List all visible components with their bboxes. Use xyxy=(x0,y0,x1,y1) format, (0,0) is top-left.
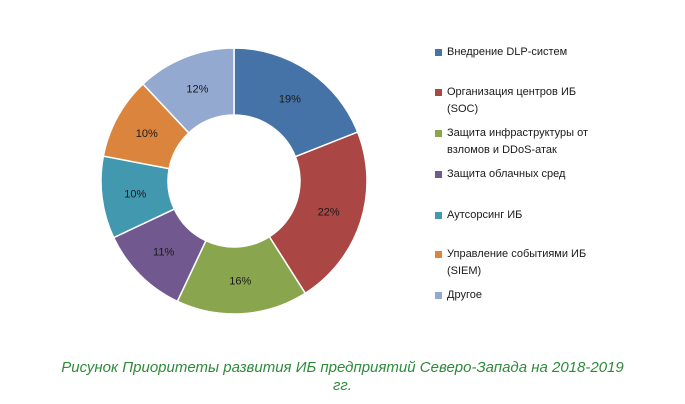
slice-label-outsourcing: 10% xyxy=(124,188,146,200)
legend-swatch-cloud xyxy=(435,171,442,178)
legend-item-ddos: Защита инфраструктуры от взломов и DDoS-… xyxy=(435,126,675,159)
slice-label-soc: 22% xyxy=(318,207,340,219)
slice-label-siem: 10% xyxy=(136,128,158,140)
slice-labels: 19% 22% 16% 11% 10% 10% 12% xyxy=(124,83,340,287)
legend-swatch-other xyxy=(435,292,442,299)
slice-label-dlp: 19% xyxy=(279,94,301,106)
donut-slices xyxy=(100,47,368,315)
figure-caption: Рисунок Приоритеты развития ИБ предприят… xyxy=(20,359,665,395)
legend-item-dlp: Внедрение DLP-систем xyxy=(435,45,675,61)
legend-swatch-dlp xyxy=(435,49,442,56)
legend-swatch-soc xyxy=(435,89,442,96)
legend-swatch-ddos xyxy=(435,130,442,137)
legend-label-siem: Управление событиями ИБ (SIEM) xyxy=(447,248,587,277)
legend-item-siem: Управление событиями ИБ (SIEM) xyxy=(435,247,675,280)
donut-chart: 19% 22% 16% 11% 10% 10% 12% xyxy=(100,47,368,315)
slice-label-other: 12% xyxy=(186,83,208,95)
legend-label-other: Другое xyxy=(447,289,482,301)
legend-item-other: Другое xyxy=(435,288,675,304)
legend-item-cloud: Защита облачных сред xyxy=(435,167,675,183)
legend-label-ddos: Защита инфраструктуры от взломов и DDoS-… xyxy=(447,127,589,156)
legend-label-outsourcing: Аутсорсинг ИБ xyxy=(447,209,523,221)
legend-item-outsourcing: Аутсорсинг ИБ xyxy=(435,208,675,224)
slice-label-ddos: 16% xyxy=(229,275,251,287)
legend-swatch-outsourcing xyxy=(435,212,442,219)
legend-swatch-siem xyxy=(435,251,442,258)
slice-other xyxy=(141,47,235,134)
figure-caption-line-2: гг. xyxy=(333,377,352,394)
slice-soc xyxy=(268,131,368,295)
chart-legend: Внедрение DLP-систем Организация центров… xyxy=(435,0,675,340)
slice-dlp xyxy=(233,47,359,158)
legend-label-cloud: Защита облачных сред xyxy=(447,168,566,180)
figure-caption-line-1: Рисунок Приоритеты развития ИБ предприят… xyxy=(61,359,624,376)
slice-label-cloud: 11% xyxy=(153,246,174,258)
legend-label-dlp: Внедрение DLP-систем xyxy=(447,46,568,58)
legend-label-soc: Организация центров ИБ (SOC) xyxy=(447,86,577,115)
legend-item-soc: Организация центров ИБ (SOC) xyxy=(435,85,675,118)
